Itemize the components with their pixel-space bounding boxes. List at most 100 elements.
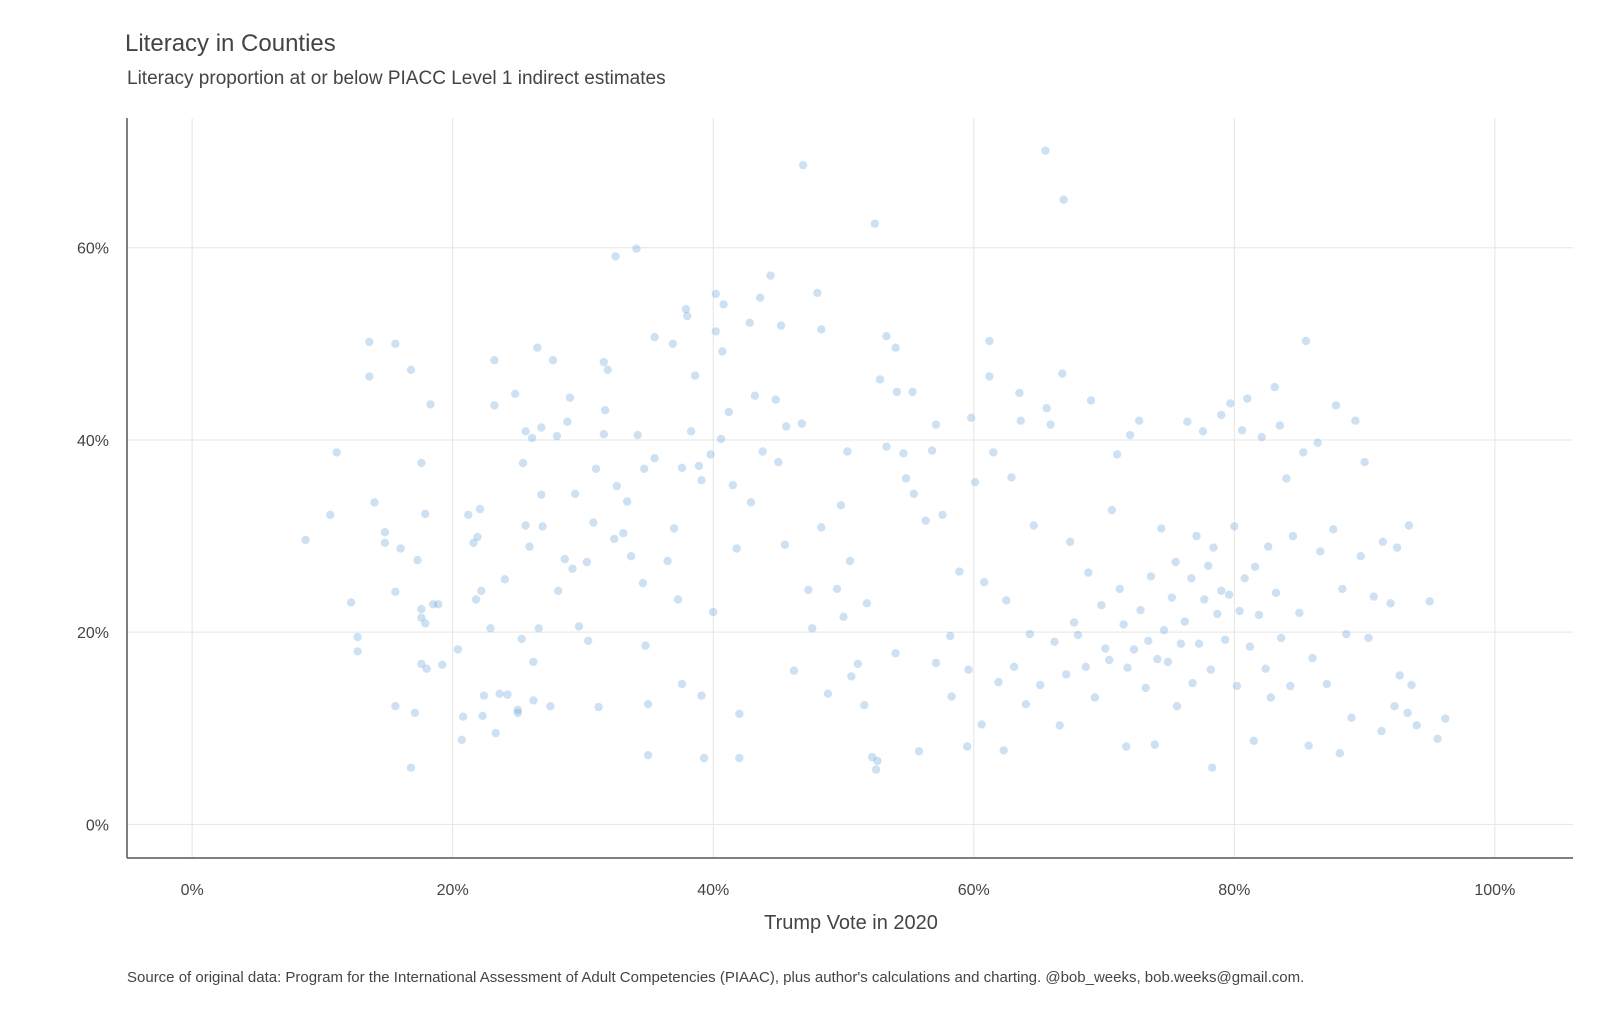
- data-point: [1101, 644, 1110, 653]
- data-point: [537, 490, 546, 499]
- data-point: [1146, 572, 1156, 581]
- data-point: [570, 489, 580, 498]
- data-point: [832, 584, 842, 594]
- data-point: [527, 433, 537, 443]
- y-tick-label: 40%: [77, 433, 109, 450]
- data-point: [469, 538, 478, 547]
- data-point: [1135, 416, 1144, 425]
- data-point: [989, 448, 998, 457]
- data-point: [946, 631, 955, 641]
- data-point: [1188, 678, 1197, 688]
- data-point: [750, 391, 760, 400]
- data-point: [1025, 629, 1035, 639]
- data-point: [797, 419, 806, 428]
- data-point: [669, 524, 679, 533]
- data-point: [1153, 654, 1162, 664]
- data-point: [1270, 382, 1279, 392]
- data-point: [1021, 700, 1031, 709]
- data-point: [735, 753, 744, 763]
- data-point: [1187, 574, 1196, 583]
- data-point: [999, 746, 1008, 755]
- data-point: [1084, 568, 1093, 577]
- data-point: [1204, 561, 1213, 570]
- data-point: [668, 339, 677, 348]
- data-point: [836, 501, 846, 510]
- data-point: [1257, 432, 1266, 442]
- data-point: [745, 318, 754, 327]
- data-point: [804, 585, 813, 595]
- data-point: [1377, 726, 1386, 736]
- x-tick-label: 20%: [437, 882, 469, 899]
- data-point: [529, 657, 538, 667]
- data-point: [1386, 599, 1395, 608]
- data-point: [931, 420, 941, 429]
- y-tick-label: 60%: [77, 241, 109, 258]
- data-point: [552, 431, 562, 441]
- data-point: [640, 464, 649, 473]
- data-point: [845, 556, 855, 566]
- data-point: [718, 347, 727, 356]
- data-point: [771, 395, 780, 404]
- data-point: [1112, 450, 1122, 459]
- data-point: [1275, 421, 1285, 430]
- data-point: [690, 371, 700, 380]
- data-point: [735, 709, 744, 718]
- data-point: [471, 595, 481, 604]
- data-point: [380, 528, 390, 537]
- data-point: [891, 343, 900, 352]
- data-point: [699, 753, 709, 763]
- x-axis-ticks: 0% 20% 40% 60% 80% 100%: [181, 882, 1516, 899]
- data-point: [413, 555, 422, 565]
- x-axis-title: Trump Vote in 2020: [764, 912, 938, 934]
- data-point: [1245, 642, 1255, 651]
- data-point: [823, 689, 833, 698]
- data-point: [899, 449, 908, 458]
- data-point: [1403, 708, 1412, 718]
- data-point: [1390, 702, 1399, 711]
- data-point: [862, 599, 872, 608]
- data-point: [1266, 693, 1276, 702]
- data-point: [1081, 662, 1091, 671]
- data-point: [650, 454, 659, 463]
- data-point: [589, 518, 598, 527]
- data-point: [1338, 584, 1347, 594]
- data-point: [453, 645, 463, 654]
- data-point: [1271, 588, 1281, 597]
- data-point: [1230, 522, 1239, 531]
- data-point: [882, 332, 891, 341]
- y-tick-label: 20%: [77, 625, 109, 642]
- data-point: [1050, 637, 1059, 646]
- data-point: [1261, 664, 1270, 673]
- data-point: [1304, 741, 1313, 750]
- data-point: [985, 336, 994, 346]
- data-point: [875, 375, 885, 384]
- chart-caption: Source of original data: Program for the…: [127, 969, 1305, 986]
- data-point: [1301, 336, 1311, 346]
- data-point: [301, 535, 310, 545]
- data-point: [1407, 680, 1416, 690]
- data-point: [1217, 410, 1226, 420]
- data-point: [711, 289, 720, 299]
- data-point: [681, 305, 691, 314]
- data-point: [1235, 606, 1244, 616]
- data-point: [1213, 609, 1222, 619]
- data-point: [1209, 543, 1218, 552]
- data-point: [1254, 610, 1264, 620]
- data-point: [1055, 721, 1064, 730]
- data-point: [1123, 663, 1132, 672]
- data-point: [1141, 683, 1150, 693]
- data-point: [758, 447, 767, 456]
- data-point: [391, 702, 400, 711]
- data-point: [1015, 388, 1024, 398]
- data-point: [410, 708, 420, 718]
- data-point: [438, 660, 447, 669]
- data-point: [591, 464, 601, 473]
- data-point: [1007, 473, 1016, 482]
- data-point: [1107, 505, 1117, 515]
- data-point: [798, 160, 808, 170]
- data-point: [1069, 618, 1079, 627]
- data-point: [1163, 657, 1173, 667]
- data-point: [1200, 595, 1209, 604]
- data-point: [970, 478, 980, 487]
